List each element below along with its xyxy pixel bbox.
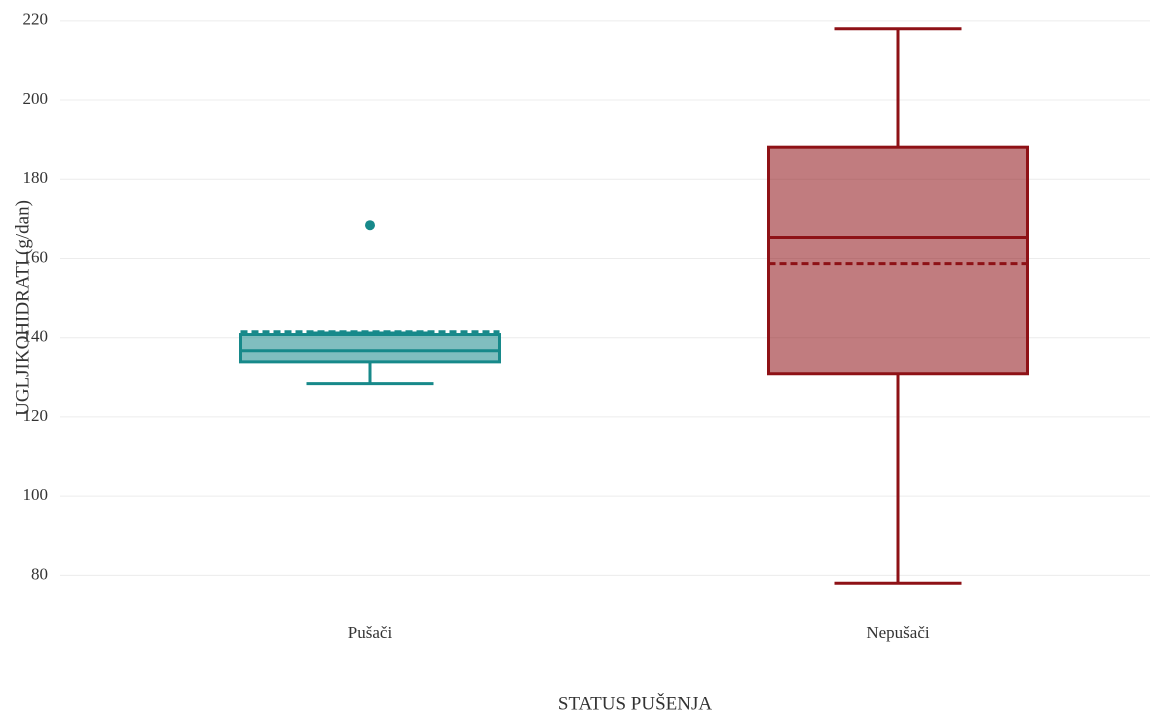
y-tick-label: 120 bbox=[23, 406, 49, 425]
y-tick-label: 100 bbox=[23, 485, 49, 504]
box bbox=[239, 333, 501, 364]
y-tick-label: 200 bbox=[23, 89, 49, 108]
x-tick-label: Nepušači bbox=[866, 623, 930, 642]
outlier bbox=[365, 220, 375, 231]
y-axis-title: UGLJIKOHIDRATI (g/dan) bbox=[12, 200, 33, 416]
x-tick-label: Pušači bbox=[348, 623, 393, 642]
x-axis-title: STATUS PUŠENJA bbox=[558, 692, 712, 714]
y-tick-label: 180 bbox=[23, 168, 49, 187]
box bbox=[767, 145, 1029, 376]
y-tick-label: 220 bbox=[23, 10, 49, 29]
y-tick-label: 80 bbox=[31, 564, 48, 583]
y-tick-label: 140 bbox=[23, 327, 49, 346]
y-tick-label: 160 bbox=[23, 247, 49, 266]
